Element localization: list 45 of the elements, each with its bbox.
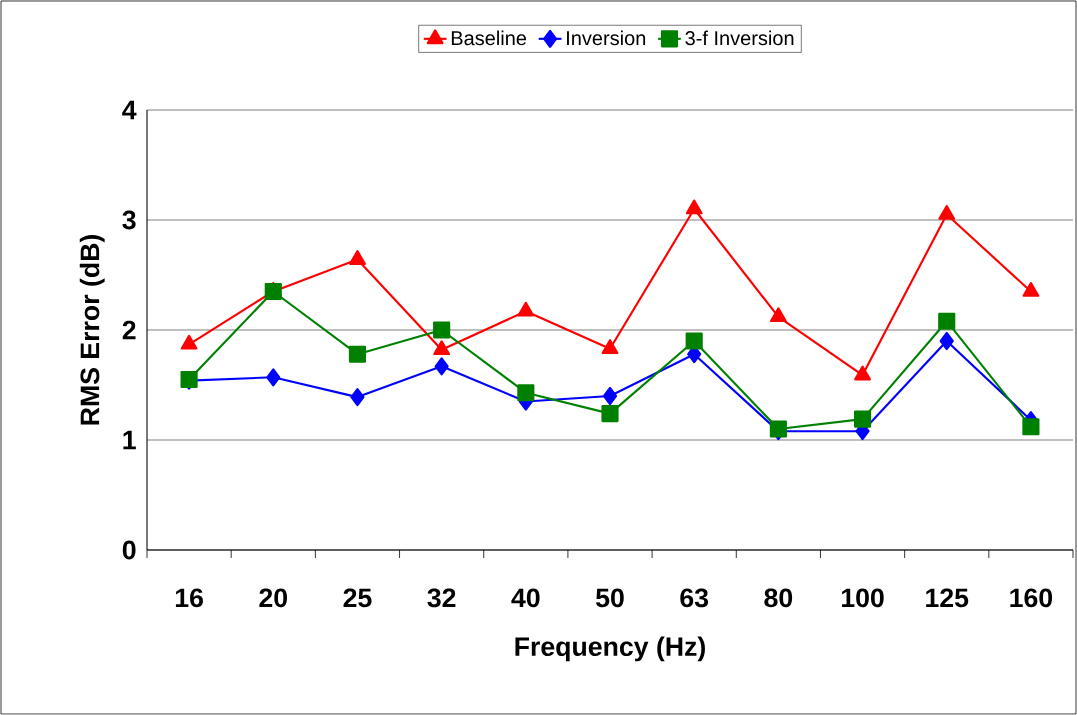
point <box>685 199 703 215</box>
y-tick-label: 1 <box>123 430 136 450</box>
point <box>939 331 954 351</box>
x-tick-label: 20 <box>259 588 288 608</box>
point <box>348 345 367 363</box>
point <box>685 332 703 350</box>
x-tick-label: 40 <box>511 588 540 608</box>
point <box>853 410 872 428</box>
y-axis-title: RMS Error (dB) <box>79 235 105 425</box>
point <box>433 321 451 339</box>
y-tick-label: 4 <box>122 100 137 120</box>
legend-label: 3-f Inversion <box>685 30 794 46</box>
point <box>517 384 535 402</box>
y-tick-label: 0 <box>122 540 136 560</box>
x-tick-label: 80 <box>764 588 793 608</box>
point <box>1022 281 1040 297</box>
x-tick-label: 32 <box>427 588 456 608</box>
point <box>938 312 956 330</box>
point <box>938 204 956 220</box>
x-tick-label: 50 <box>595 588 624 608</box>
y-tick-label: 3 <box>122 210 136 230</box>
legend-label: Baseline <box>451 30 527 46</box>
point <box>180 334 198 350</box>
x-tick-label: 160 <box>1010 588 1053 608</box>
x-tick-label: 25 <box>343 588 372 608</box>
point <box>854 365 871 381</box>
point <box>434 357 449 376</box>
point <box>602 386 618 406</box>
legend-label: Inversion <box>567 30 646 46</box>
y-tick-label: 2 <box>122 320 136 340</box>
point <box>350 388 365 407</box>
point <box>349 250 366 265</box>
point <box>601 405 619 423</box>
point <box>264 282 282 301</box>
point <box>433 340 451 356</box>
point <box>266 368 281 387</box>
x-tick-label: 125 <box>926 588 969 608</box>
x-tick-label: 16 <box>175 588 203 608</box>
point <box>517 301 535 317</box>
point <box>601 339 619 355</box>
point <box>769 307 787 323</box>
x-axis-title: Frequency (Hz) <box>515 636 705 662</box>
point <box>1022 418 1040 436</box>
x-tick-label: 63 <box>680 588 709 608</box>
x-tick-label: 100 <box>841 588 884 608</box>
